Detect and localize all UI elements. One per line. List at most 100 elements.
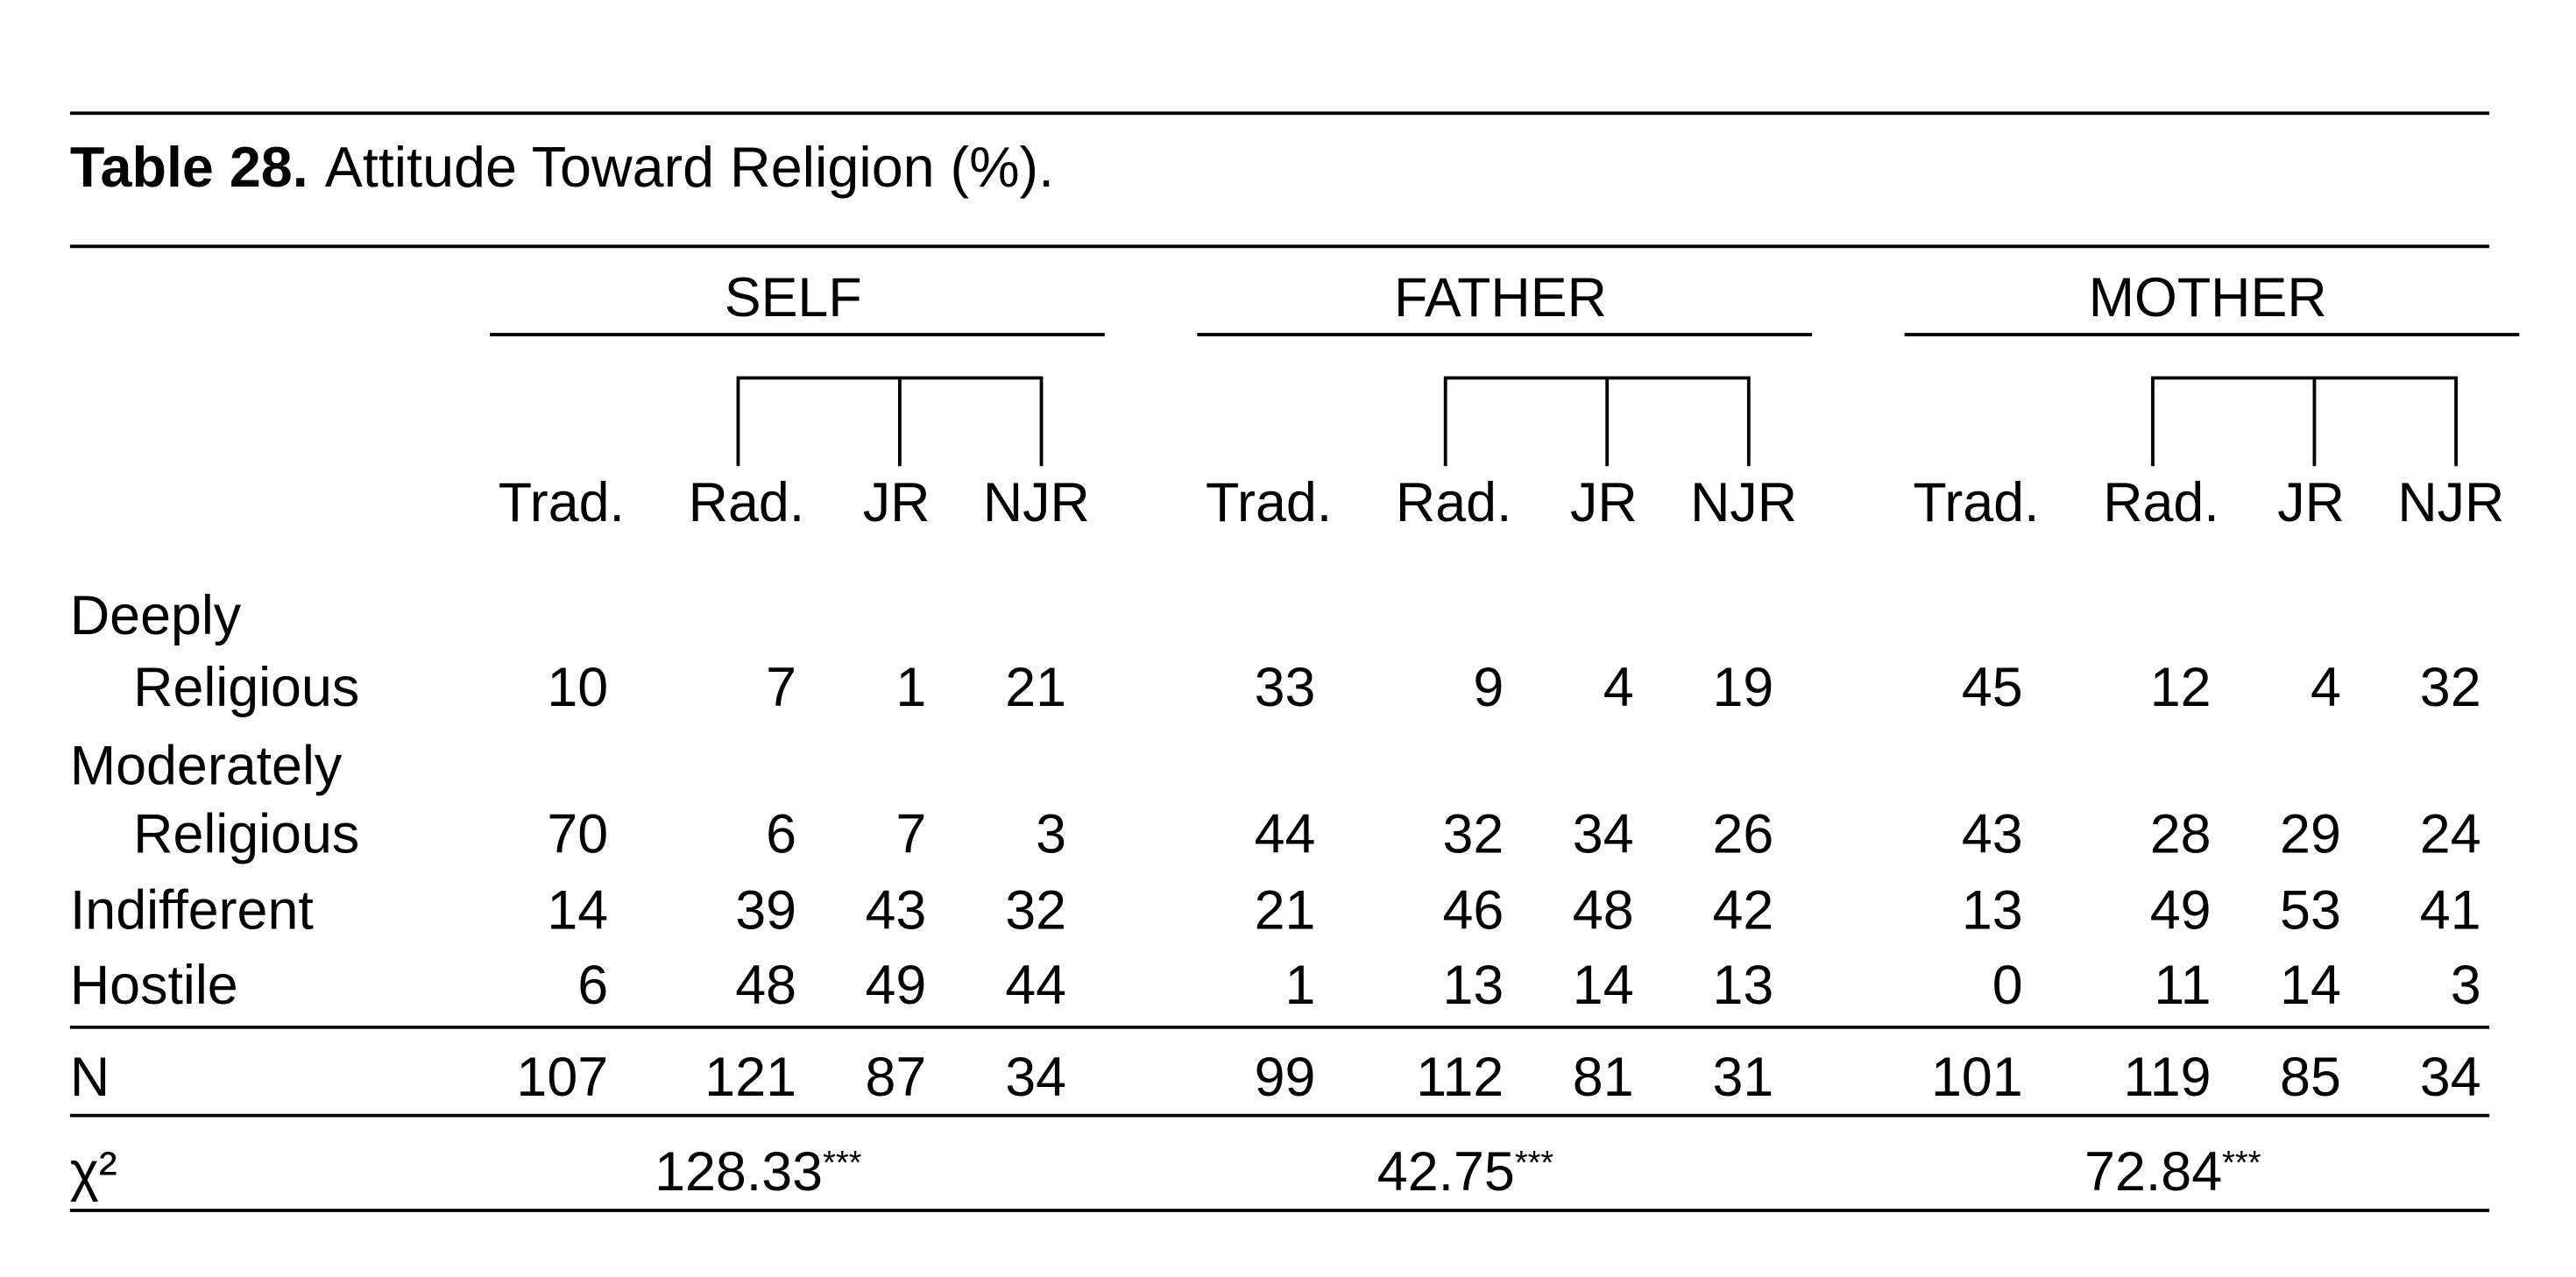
cell-value: 53	[2280, 880, 2341, 942]
n-value: 81	[1573, 1047, 1634, 1108]
cell-value: 19	[1713, 657, 1774, 718]
n-value: 85	[2280, 1047, 2341, 1108]
cell-value: 14	[2280, 955, 2341, 1016]
row-label: Hostile	[70, 955, 238, 1016]
cell-value: 24	[2420, 803, 2481, 864]
n-value: 34	[2420, 1047, 2481, 1108]
cell-value: 49	[2150, 880, 2212, 942]
n-value: 107	[516, 1047, 608, 1108]
table-number: Table 28.	[70, 135, 308, 199]
column-header: Rad.	[1396, 472, 1512, 533]
cell-value: 7	[766, 657, 796, 718]
cell-value: 21	[1255, 880, 1316, 942]
cell-value: 14	[547, 880, 608, 942]
column-header: JR	[2277, 472, 2345, 533]
row-label: Religious	[133, 657, 359, 718]
cell-value: 49	[866, 955, 927, 1016]
column-header: NJR	[983, 472, 1090, 533]
cell-value: 13	[1713, 955, 1774, 1016]
chi-square: 128.33***	[655, 1141, 862, 1203]
column-bracket	[2151, 376, 2458, 467]
cell-value: 39	[735, 880, 796, 942]
column-bracket	[1443, 376, 1751, 467]
row-label: Deeply	[70, 585, 242, 646]
n-value: 101	[1931, 1047, 2023, 1108]
row-label: Religious	[133, 803, 359, 864]
cell-value: 12	[2150, 657, 2212, 718]
column-header: Trad.	[1206, 472, 1332, 533]
significance: ***	[2222, 1145, 2261, 1182]
cell-value: 48	[735, 955, 796, 1016]
cell-value: 44	[1255, 803, 1316, 864]
cell-value: 21	[1005, 657, 1066, 718]
cell-value: 33	[1255, 657, 1316, 718]
cell-value: 29	[2280, 803, 2341, 864]
n-value: 34	[1005, 1047, 1066, 1108]
cell-value: 0	[1992, 955, 2023, 1016]
cell-value: 10	[547, 657, 608, 718]
cell-value: 26	[1713, 803, 1774, 864]
cell-value: 43	[866, 880, 927, 942]
cell-value: 4	[2311, 657, 2341, 718]
column-header: Trad.	[1913, 472, 2039, 533]
cell-value: 32	[1442, 803, 1504, 864]
significance: ***	[1515, 1145, 1554, 1182]
row-label: χ²	[70, 1141, 117, 1203]
cell-value: 32	[2420, 657, 2481, 718]
cell-value: 48	[1573, 880, 1634, 942]
n-value: 87	[866, 1047, 927, 1108]
column-bracket	[736, 376, 1044, 467]
column-header: JR	[1570, 472, 1638, 533]
group-header: MOTHER	[2089, 267, 2327, 328]
cell-value: 13	[1442, 955, 1504, 1016]
table-caption: Table 28. Attitude Toward Religion (%).	[70, 135, 1054, 199]
column-header: NJR	[1690, 472, 1797, 533]
significance: ***	[823, 1145, 862, 1182]
cell-value: 32	[1005, 880, 1066, 942]
table-title: Attitude Toward Religion (%).	[325, 135, 1054, 199]
cell-value: 11	[2154, 955, 2211, 1016]
column-header: Rad.	[689, 472, 805, 533]
cell-value: 1	[895, 657, 926, 718]
cell-value: 4	[1603, 657, 1634, 718]
cell-value: 1	[1284, 955, 1315, 1016]
cell-value: 44	[1005, 955, 1066, 1016]
cell-value: 45	[1962, 657, 2023, 718]
group-header: FATHER	[1394, 267, 1607, 328]
cell-value: 3	[2451, 955, 2481, 1016]
cell-value: 6	[577, 955, 608, 1016]
n-value: 121	[704, 1047, 796, 1108]
chi-value: 42.75	[1377, 1141, 1515, 1203]
n-value: 99	[1255, 1047, 1316, 1108]
column-header: NJR	[2397, 472, 2504, 533]
cell-value: 42	[1713, 880, 1774, 942]
cell-value: 43	[1962, 803, 2023, 864]
row-label: N	[70, 1047, 110, 1108]
cell-value: 70	[547, 803, 608, 864]
cell-value: 41	[2420, 880, 2481, 942]
chi-value: 128.33	[655, 1141, 823, 1203]
row-label: Moderately	[70, 735, 343, 796]
cell-value: 28	[2150, 803, 2212, 864]
group-header: SELF	[725, 267, 862, 328]
cell-value: 3	[1036, 803, 1066, 864]
chi-square: 72.84***	[2084, 1141, 2261, 1203]
cell-value: 14	[1573, 955, 1634, 1016]
n-value: 31	[1713, 1047, 1774, 1108]
n-value: 119	[2123, 1047, 2211, 1108]
cell-value: 7	[895, 803, 926, 864]
cell-value: 13	[1962, 880, 2023, 942]
column-header: Rad.	[2103, 472, 2219, 533]
column-header: Trad.	[499, 472, 625, 533]
row-label: Indifferent	[70, 880, 314, 942]
cell-value: 6	[766, 803, 796, 864]
n-value: 112	[1416, 1047, 1504, 1108]
column-header: JR	[863, 472, 931, 533]
cell-value: 34	[1573, 803, 1634, 864]
chi-value: 72.84	[2084, 1141, 2222, 1203]
cell-value: 46	[1442, 880, 1504, 942]
cell-value: 9	[1473, 657, 1504, 718]
chi-square: 42.75***	[1377, 1141, 1554, 1203]
